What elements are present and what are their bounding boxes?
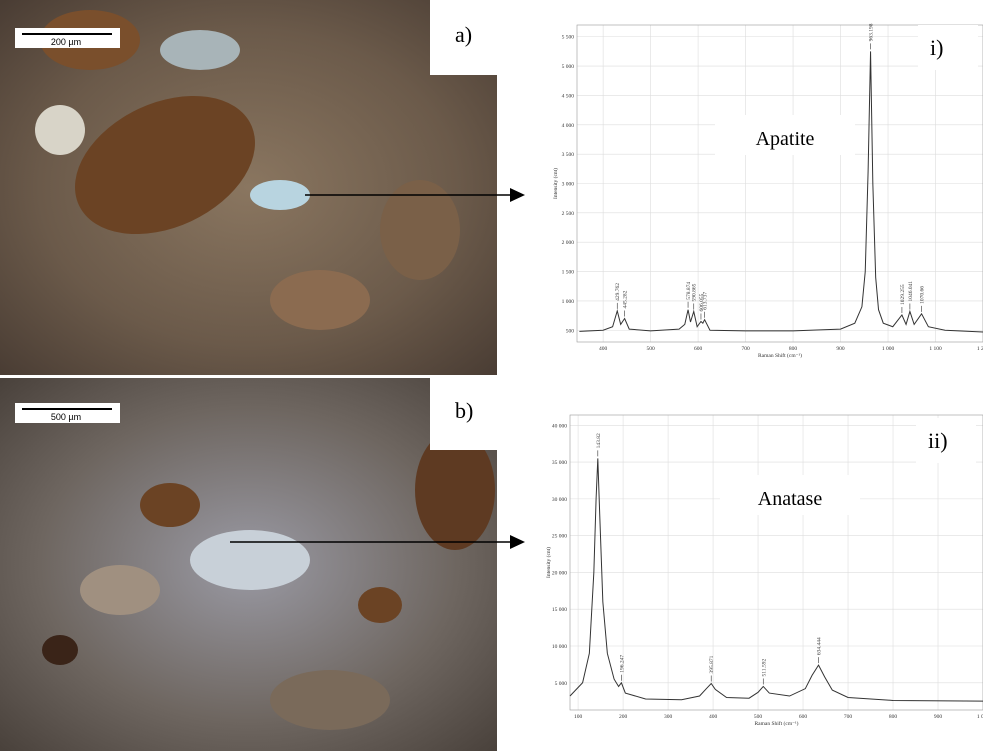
peak-label: 1029.255 [900, 284, 906, 305]
y-tick-label: 3 500 [562, 152, 575, 158]
x-tick-label: 800 [889, 714, 898, 720]
x-tick-label: 1 000 [882, 346, 895, 352]
micrograph-b: 500 µm b) [0, 378, 497, 751]
y-tick-label: 35 000 [552, 460, 567, 466]
x-tick-label: 1 000 [977, 714, 983, 720]
y-axis-label: Intensity (cnt) [552, 168, 559, 199]
x-tick-label: 700 [741, 346, 750, 352]
mineral-label: Apatite [756, 128, 815, 150]
y-tick-label: 2 000 [562, 240, 575, 246]
scale-bar-label: 500 µm [51, 412, 81, 422]
y-tick-label: 500 [566, 328, 575, 334]
panel-label: b) [455, 398, 473, 423]
peak-label: 511.592 [761, 659, 767, 677]
y-tick-label: 4 500 [562, 93, 575, 99]
y-tick-label: 10 000 [552, 644, 567, 650]
x-axis-label: Raman Shift (cm⁻¹) [755, 720, 799, 727]
annotation-box [715, 115, 855, 155]
y-tick-label: 1 000 [562, 299, 575, 305]
label-box [916, 418, 976, 463]
peak-label: 590.865 [692, 283, 698, 301]
y-tick-label: 30 000 [552, 497, 567, 503]
peak-label: 196.247 [619, 655, 625, 673]
annotation-box [720, 475, 860, 515]
plot-frame [576, 24, 983, 343]
spectrum-line [569, 458, 983, 702]
x-tick-label: 100 [574, 714, 583, 720]
plot-frame [569, 414, 983, 711]
spectra: 500 1 000 1 500 2 000 2 500 3 000 3 500 4 000 4 … [545, 23, 983, 727]
y-tick-label: 4 000 [562, 123, 575, 129]
x-tick-label: 800 [789, 346, 798, 352]
y-tick-label: 15 000 [552, 607, 567, 613]
y-tick-label: 40 000 [552, 423, 567, 429]
mineral-label: Anatase [758, 488, 823, 510]
panel-label: i) [930, 35, 943, 60]
x-tick-label: 900 [836, 346, 845, 352]
x-tick-label: 400 [709, 714, 718, 720]
x-tick-label: 500 [754, 714, 763, 720]
y-tick-label: 5 000 [562, 64, 575, 70]
peak-label: 1070.66 [920, 286, 926, 304]
peak-label: 445.282 [623, 290, 629, 308]
peak-label: 143.82 [596, 433, 602, 448]
panel-label: ii) [928, 428, 948, 453]
x-tick-label: 700 [844, 714, 853, 720]
peak-label: 634.444 [817, 637, 823, 655]
y-axis-label: Intensity (cnt) [545, 547, 552, 578]
x-axis-label: Raman Shift (cm⁻¹) [758, 352, 802, 359]
arrows [230, 188, 525, 549]
x-tick-label: 900 [934, 714, 943, 720]
spectrum-line [579, 51, 983, 333]
panel-label: a) [455, 22, 472, 47]
peak-label: 395.871 [709, 655, 715, 673]
y-tick-label: 1 500 [562, 270, 575, 276]
x-tick-label: 1 100 [929, 346, 942, 352]
peak-label: 606.055 [699, 293, 705, 311]
peak-label: 429.762 [615, 283, 621, 301]
peak-label: 1046.041 [908, 281, 914, 302]
peak-label: 578.874 [686, 282, 692, 300]
label-box [918, 25, 978, 70]
x-tick-label: 400 [599, 346, 608, 352]
y-tick-label: 5 500 [562, 35, 575, 41]
x-tick-label: 300 [664, 714, 673, 720]
x-tick-label: 1 200 [977, 346, 983, 352]
peak-label: 613.737 [703, 292, 709, 310]
x-tick-label: 500 [646, 346, 655, 352]
peak-label: 963.198 [869, 23, 875, 41]
micrograph-a: 200 µm a) [0, 0, 497, 375]
y-tick-label: 2 500 [562, 211, 575, 217]
x-tick-label: 200 [619, 714, 628, 720]
y-tick-label: 25 000 [552, 534, 567, 540]
y-tick-label: 20 000 [552, 570, 567, 576]
x-tick-label: 600 [799, 714, 808, 720]
scale-bar-label: 200 µm [51, 37, 81, 47]
y-tick-label: 5 000 [555, 681, 568, 687]
y-tick-label: 3 000 [562, 182, 575, 188]
x-tick-label: 600 [694, 346, 703, 352]
